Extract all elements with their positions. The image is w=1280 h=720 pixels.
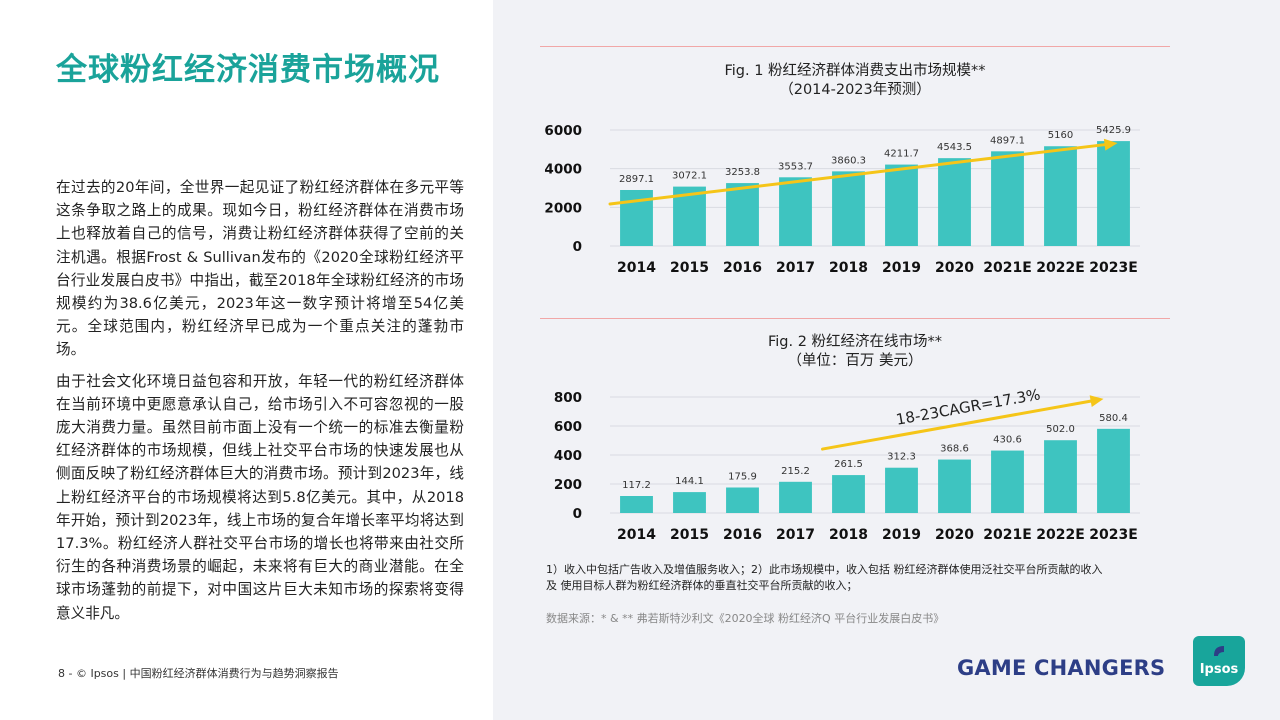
- bar-2022E: [1044, 440, 1077, 513]
- page-footer: 8 - © Ipsos | 中国粉红经济群体消费行为与趋势洞察报告: [58, 667, 339, 680]
- trend-arrow-head: [1089, 395, 1104, 408]
- x-tick-label: 2021E: [983, 260, 1032, 276]
- bar-2018: [832, 475, 865, 513]
- x-tick-label: 2016: [723, 260, 762, 276]
- x-tick-label: 2023E: [1089, 260, 1138, 276]
- divider: [540, 318, 1170, 319]
- data-label: 175.9: [728, 471, 757, 482]
- bar-2016: [726, 183, 759, 246]
- chart-notes: 1）收入中包括广告收入及增值服务收入；2）此市场规模中，收入包括 粉红经济群体使…: [546, 562, 1166, 594]
- bar-2018: [832, 171, 865, 246]
- bar-2023E: [1097, 141, 1130, 246]
- note-line: 及 使用目标人群为粉红经济群体的垂直社交平台所贡献的收入；: [546, 579, 858, 592]
- chart-1-subtitle: （2014-2023年预测）: [779, 82, 931, 98]
- bar-2020: [938, 158, 971, 246]
- bar-2017: [779, 177, 812, 246]
- paragraph: 在过去的20年间，全世界一起见证了粉红经济群体在多元平等这条争取之路上的成果。现…: [56, 179, 464, 359]
- data-label: 502.0: [1046, 424, 1075, 435]
- trend-arrow-line: [821, 398, 1098, 451]
- data-label: 144.1: [675, 476, 704, 487]
- x-tick-label: 2020: [935, 260, 974, 276]
- y-tick-label: 6000: [544, 123, 582, 139]
- x-tick-label: 2022E: [1036, 527, 1085, 543]
- bar-2021E: [991, 151, 1024, 246]
- chart-1-title-block: Fig. 1 粉红经济群体消费支出市场规模** （2014-2023年预测）: [540, 62, 1170, 100]
- data-label: 430.6: [993, 435, 1022, 446]
- y-tick-label: 2000: [544, 200, 582, 216]
- data-label: 3253.8: [725, 167, 760, 178]
- data-label: 3860.3: [831, 155, 866, 166]
- y-tick-label: 600: [554, 419, 582, 435]
- bar-2015: [673, 492, 706, 513]
- data-label: 312.3: [887, 452, 916, 463]
- bar-2019: [885, 164, 918, 246]
- x-tick-label: 2014: [617, 527, 656, 543]
- chart-2: 0 200 400 600 800 117.2 2014 144.1 2015 175.9 2016…: [554, 385, 1140, 543]
- x-tick-label: 2016: [723, 527, 762, 543]
- x-tick-label: 2020: [935, 527, 974, 543]
- bar-2017: [779, 481, 812, 513]
- ipsos-mark-icon: [1214, 646, 1224, 656]
- note-line: 1）收入中包括广告收入及增值服务收入；2）此市场规模中，收入包括 粉红经济群体使…: [546, 563, 1103, 576]
- data-label: 580.4: [1099, 413, 1128, 424]
- x-tick-label: 2014: [617, 260, 656, 276]
- data-label: 261.5: [834, 459, 863, 470]
- game-changers-tagline: GAME CHANGERS: [957, 656, 1166, 680]
- chart-2-subtitle: （单位：百万 美元）: [787, 353, 923, 369]
- chart-2-title-block: Fig. 2 粉红经济在线市场** （单位：百万 美元）: [540, 333, 1170, 371]
- ipsos-logo: Ipsos: [1193, 636, 1245, 686]
- x-tick-label: 2017: [776, 260, 815, 276]
- body-text: 在过去的20年间，全世界一起见证了粉红经济群体在多元平等这条争取之路上的成果。现…: [56, 176, 464, 633]
- data-label: 368.6: [940, 444, 969, 455]
- x-tick-label: 2019: [882, 527, 921, 543]
- text-panel: 全球粉红经济消费市场概况 在过去的20年间，全世界一起见证了粉红经济群体在多元平…: [0, 0, 493, 720]
- x-tick-label: 2017: [776, 527, 815, 543]
- data-label: 5160: [1048, 130, 1073, 141]
- x-tick-label: 2022E: [1036, 260, 1085, 276]
- trend-arrow-head: [1103, 138, 1118, 151]
- data-label: 3553.7: [778, 161, 813, 172]
- chart-2-title: Fig. 2 粉红经济在线市场**: [767, 334, 943, 350]
- x-tick-label: 2015: [670, 527, 709, 543]
- x-tick-label: 2015: [670, 260, 709, 276]
- chart-panel: [493, 0, 1280, 720]
- bar-2014: [620, 496, 653, 513]
- y-tick-label: 800: [554, 390, 582, 406]
- ipsos-logo-text: Ipsos: [1199, 662, 1239, 677]
- trend-arrow-line: [608, 142, 1112, 206]
- bar-2020: [938, 459, 971, 513]
- y-tick-label: 0: [573, 506, 582, 522]
- data-label: 4543.5: [937, 142, 972, 153]
- bar-2023E: [1097, 428, 1130, 513]
- bar-2021E: [991, 450, 1024, 513]
- page-title: 全球粉红经济消费市场概况: [56, 52, 440, 88]
- bar-2022E: [1044, 146, 1077, 246]
- data-label: 3072.1: [672, 171, 707, 182]
- data-label: 4897.1: [990, 135, 1025, 146]
- data-label: 5425.9: [1096, 125, 1131, 136]
- x-tick-label: 2023E: [1089, 527, 1138, 543]
- x-tick-label: 2018: [829, 260, 868, 276]
- chart-1-title: Fig. 1 粉红经济群体消费支出市场规模**: [724, 63, 986, 79]
- data-label: 117.2: [622, 480, 651, 491]
- chart-1: 0 2000 4000 6000 2897.1 2014 3072.1 2015 3253.8 2…: [544, 123, 1140, 276]
- y-tick-label: 400: [554, 448, 582, 464]
- bar-2016: [726, 487, 759, 513]
- y-tick-label: 0: [573, 239, 582, 255]
- data-label: 4211.7: [884, 149, 919, 160]
- x-tick-label: 2019: [882, 260, 921, 276]
- y-tick-label: 4000: [544, 162, 582, 178]
- paragraph: 由于社会文化环境日益包容和开放，年轻一代的粉红经济群体在当前环境中更愿意承认自己…: [56, 372, 464, 622]
- bar-2019: [885, 467, 918, 513]
- x-tick-label: 2018: [829, 527, 868, 543]
- divider: [540, 46, 1170, 47]
- data-label: 215.2: [781, 466, 810, 477]
- x-tick-label: 2021E: [983, 527, 1032, 543]
- data-label: 2897.1: [619, 174, 654, 185]
- data-source: 数据来源：* & ** 弗若斯特沙利文《2020全球 粉红经济Q 平台行业发展白…: [546, 612, 945, 625]
- y-tick-label: 200: [554, 477, 582, 493]
